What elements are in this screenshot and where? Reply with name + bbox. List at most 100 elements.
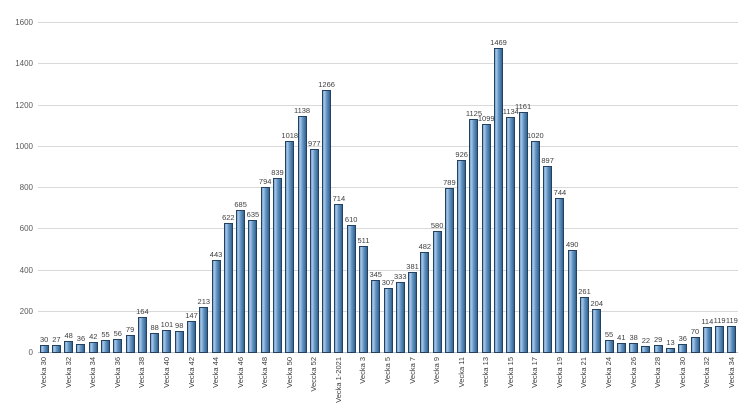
bar — [616, 343, 626, 353]
x-tick-label: Vecka 3 — [358, 357, 368, 384]
bar-value-label: 635 — [246, 210, 260, 219]
x-tick-label: Vecka 19 — [554, 357, 564, 388]
bar — [371, 280, 381, 353]
gridline — [38, 63, 738, 65]
bar — [88, 342, 98, 353]
bar — [432, 231, 442, 353]
x-tick-label: Vecka 32 — [702, 357, 712, 388]
bar — [101, 340, 111, 353]
bar-value-label: 1138 — [293, 106, 311, 115]
bar — [236, 210, 246, 353]
bar — [567, 250, 577, 353]
y-tick-label: 600 — [19, 224, 33, 234]
y-tick-label: 1600 — [15, 18, 33, 27]
gridline — [38, 269, 738, 271]
bar — [346, 225, 356, 353]
bar-value-label: 794 — [258, 177, 272, 186]
bar-value-label: 88 — [150, 323, 159, 332]
bar-value-label: 1134 — [502, 107, 519, 116]
bar-value-label: 55 — [604, 330, 614, 339]
y-tick-label: 1200 — [15, 100, 33, 110]
bar — [444, 188, 454, 353]
bar-value-label: 42 — [89, 332, 98, 341]
bar — [555, 198, 565, 353]
x-tick-label: Vecka 30 — [39, 357, 49, 388]
x-tick-label: Veccka 52 — [309, 357, 319, 392]
bar-value-label: 38 — [629, 333, 638, 342]
bar — [223, 223, 233, 353]
x-tick-label: Vecka 36 — [112, 357, 122, 388]
x-tick-label: Vecka 34 — [88, 357, 98, 388]
bar-value-label: 36 — [76, 334, 86, 343]
bar-value-label: 610 — [344, 215, 358, 224]
bar — [297, 116, 307, 353]
x-tick-label: Vecka 24 — [604, 357, 614, 388]
x-tick-label: Vecka 5 — [383, 357, 392, 384]
bar — [358, 246, 368, 353]
bar-value-label: 307 — [381, 278, 395, 287]
bar — [653, 345, 663, 353]
x-tick-label: Vecka 28 — [653, 357, 663, 388]
gridline — [38, 145, 738, 147]
bar — [395, 282, 405, 353]
bar-value-label: 714 — [332, 194, 346, 203]
bar — [64, 341, 74, 353]
bar-value-label: 1469 — [490, 38, 507, 47]
x-tick-label: Vecka 17 — [530, 357, 540, 388]
plot-area: 30 27 48 36 42 55 56 79 164 88 101 98 147 213 443 622 68… — [38, 22, 738, 353]
bar-value-label: 511 — [357, 236, 370, 245]
x-tick-label: Vecka 32 — [63, 357, 73, 388]
bar-value-label: 79 — [125, 325, 135, 334]
x-tick-label: Vecka 50 — [284, 357, 294, 388]
bar — [174, 331, 184, 353]
bar-value-label: 789 — [443, 178, 456, 187]
x-tick-label: Vecka 21 — [579, 357, 589, 388]
bar — [506, 117, 516, 353]
bar-value-label: 213 — [197, 297, 211, 306]
bar — [715, 326, 725, 353]
bar-value-label: 490 — [565, 240, 579, 249]
bar — [162, 330, 172, 353]
bar-value-label: 1018 — [281, 131, 299, 140]
bar-value-label: 36 — [678, 334, 687, 343]
bar — [211, 260, 221, 353]
bar-value-label: 926 — [455, 150, 468, 159]
bar — [690, 337, 700, 353]
bar-value-label: 1266 — [318, 80, 335, 89]
bar-value-label: 381 — [406, 262, 419, 271]
gridline — [38, 228, 738, 230]
x-tick-label: Vecka 38 — [137, 357, 147, 388]
bar-value-label: 55 — [101, 330, 110, 339]
bar-value-label: 70 — [690, 327, 700, 336]
y-axis: 0 200 400 600 800 1000 1200 1400 1600 — [0, 0, 33, 415]
gridline — [38, 104, 738, 106]
bar-value-label: 13 — [666, 338, 675, 347]
bar-value-label: 977 — [308, 139, 321, 148]
bar-value-label: 1161 — [515, 102, 532, 111]
bar-value-label: 41 — [617, 333, 626, 342]
bar-value-label: 333 — [394, 272, 407, 281]
bar-value-label: 482 — [418, 242, 432, 251]
gridline — [38, 187, 738, 188]
bar — [383, 288, 393, 353]
bar-value-label: 897 — [541, 156, 554, 165]
bar — [113, 339, 123, 353]
bar-value-label: 345 — [369, 270, 382, 279]
bar — [187, 321, 196, 353]
y-tick-label: 400 — [19, 265, 33, 275]
bar — [518, 112, 528, 353]
bar — [285, 141, 295, 353]
bar — [309, 149, 319, 353]
bar — [51, 345, 61, 353]
bar-value-label: 443 — [209, 250, 223, 259]
bar — [199, 307, 209, 353]
bar-value-label: 30 — [39, 335, 49, 344]
bar — [248, 220, 258, 353]
bar — [543, 166, 553, 353]
bar-value-label: 839 — [271, 168, 284, 177]
bar — [334, 204, 344, 353]
bar-value-label: 685 — [234, 200, 247, 209]
bar-value-label: 48 — [64, 331, 73, 340]
bar — [494, 48, 504, 353]
